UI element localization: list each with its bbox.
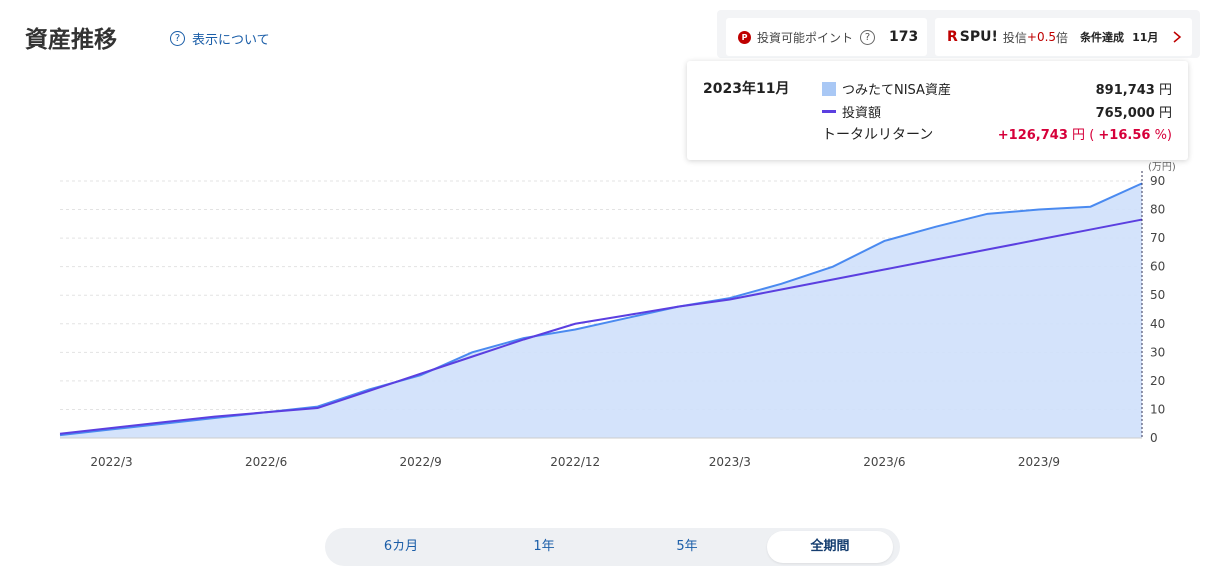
spu-month: 11月 — [1132, 31, 1159, 44]
range-tab[interactable]: 5年 — [676, 539, 698, 554]
tooltip-value: 891,743 円 — [1096, 79, 1172, 98]
help-link[interactable]: ? 表示について — [170, 29, 270, 48]
tooltip: 2023年11月 つみたてNISA資産 891,743 円 投資額 765,00… — [687, 61, 1188, 160]
spu-card[interactable]: R SPU! 投信 +0.5 倍 条件達成 11月 — [935, 18, 1192, 56]
y-tick-label: 30 — [1150, 345, 1165, 359]
tooltip-label: トータルリターン — [822, 127, 934, 143]
y-tick-label: 40 — [1150, 317, 1165, 331]
x-tick-label: 2022/6 — [245, 455, 287, 469]
spu-logo: SPU! — [959, 29, 998, 45]
x-tick-label: 2022/3 — [90, 455, 132, 469]
paren: ( — [1089, 128, 1095, 143]
tooltip-label: つみたてNISA資産 — [842, 83, 951, 98]
x-tick-label: 2022/9 — [400, 455, 442, 469]
legend-swatch — [822, 110, 836, 113]
spu-status: 条件達成 — [1080, 31, 1125, 44]
unit: 円 — [1158, 106, 1172, 121]
y-tick-label: 20 — [1150, 374, 1165, 388]
tooltip-legend: 投資額 — [822, 102, 881, 121]
points-card[interactable]: P 投資可能ポイント ? 173 — [726, 18, 927, 56]
tooltip-legend: つみたてNISA資産 — [822, 79, 951, 98]
spu-label-prefix: 投信 — [1002, 30, 1027, 45]
y-tick-label: 70 — [1150, 231, 1165, 245]
x-tick-label: 2023/3 — [709, 455, 751, 469]
spu-label-suffix: 倍 — [1056, 30, 1069, 45]
area-fill — [60, 183, 1142, 438]
value: 891,743 — [1095, 83, 1155, 98]
y-tick-label: 80 — [1150, 203, 1165, 217]
tooltip-value: 765,000 円 — [1096, 102, 1172, 121]
help-icon: ? — [170, 31, 185, 46]
y-tick-label: 0 — [1150, 431, 1158, 445]
spu-logo-r: R — [947, 29, 958, 45]
tooltip-return: +126,743 円 ( +16.56 %) — [998, 124, 1172, 143]
series-line — [59, 218, 1143, 435]
x-tick-label: 2023/6 — [863, 455, 905, 469]
tooltip-date: 2023年11月 — [703, 81, 790, 97]
value: 765,000 — [1095, 106, 1155, 121]
unit: 円 — [1072, 128, 1086, 143]
x-tick-label: 2022/12 — [550, 455, 600, 469]
percent: +16.56 — [1098, 128, 1151, 143]
range-tab[interactable]: 全期間 — [767, 531, 893, 563]
help-link-text: 表示について — [192, 33, 270, 48]
y-tick-label: 60 — [1150, 260, 1165, 274]
y-tick-label: 10 — [1150, 402, 1165, 416]
range-tab[interactable]: 1年 — [533, 539, 555, 554]
points-value: 173 — [889, 29, 919, 45]
points-icon: P — [738, 30, 751, 44]
chevron — [1173, 31, 1182, 43]
spu-bonus: +0.5 — [1026, 30, 1057, 44]
legend-swatch — [822, 81, 836, 96]
unit: 円 — [1158, 83, 1172, 98]
y-tick-label: 90 — [1150, 174, 1165, 188]
points-label: 投資可能ポイント — [757, 30, 854, 45]
value: +126,743 — [997, 128, 1068, 143]
y-tick-label: 50 — [1150, 288, 1165, 302]
percent-unit: %) — [1154, 128, 1172, 143]
tooltip-label: 投資額 — [842, 106, 882, 121]
y-unit: (万円) — [1148, 162, 1176, 173]
points-help: ? — [860, 29, 876, 45]
range-tab[interactable]: 6カ月 — [383, 539, 419, 554]
page-title: 資産推移 — [25, 27, 117, 53]
x-tick-label: 2023/9 — [1018, 455, 1060, 469]
